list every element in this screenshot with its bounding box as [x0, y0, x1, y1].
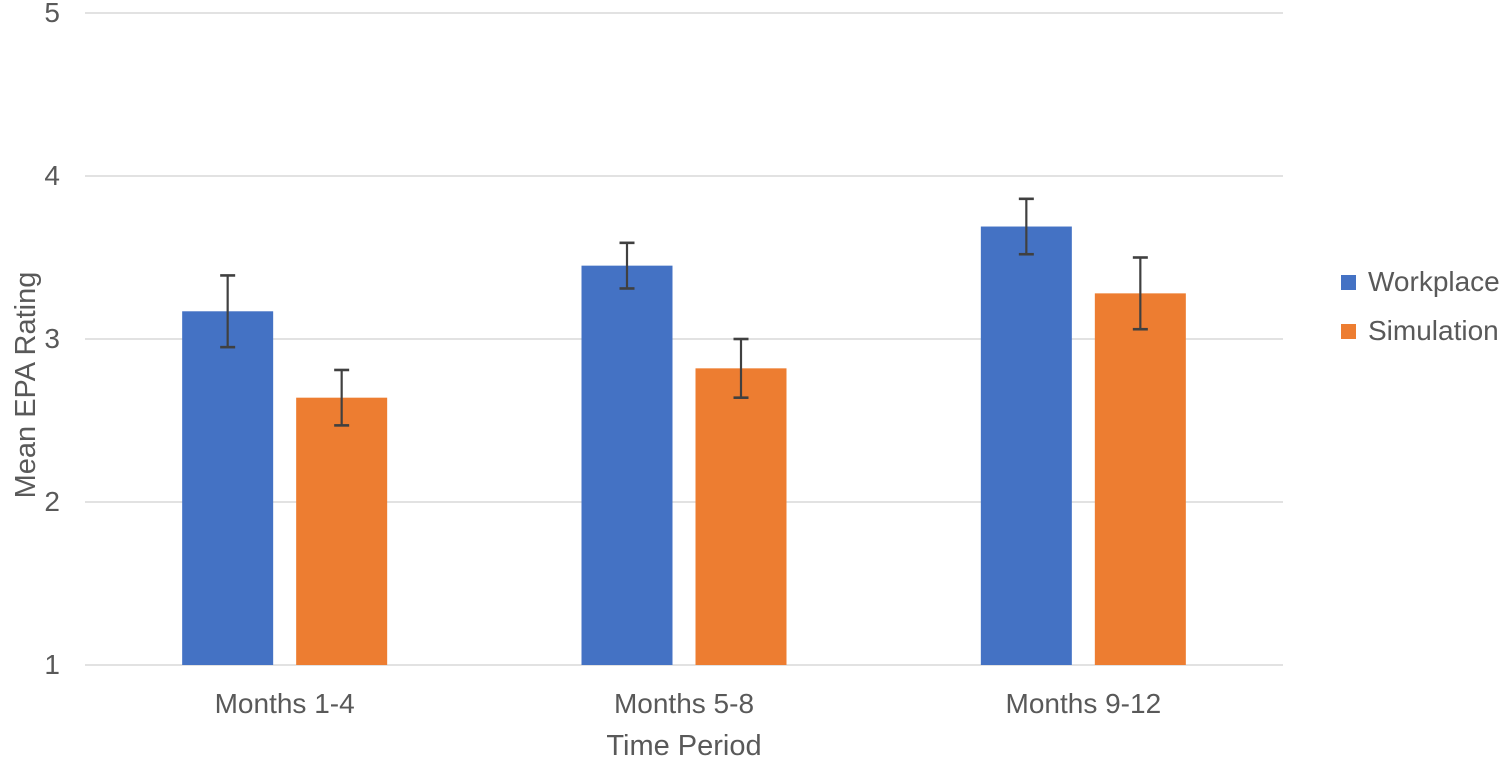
y-tick-2: 2 [44, 486, 60, 517]
legend-item-workplace: Workplace [1341, 266, 1500, 297]
bar-simulation-2 [695, 368, 787, 665]
bar-workplace-3 [980, 226, 1072, 665]
bar-simulation-1 [296, 397, 388, 665]
y-tick-3: 3 [44, 323, 60, 354]
legend-label-workplace: Workplace [1368, 266, 1500, 297]
legend-swatch-simulation [1341, 323, 1356, 339]
x-category-1: Months 1-4 [214, 688, 355, 719]
legend-swatch-workplace [1341, 274, 1356, 290]
x-category-2: Months 5-8 [613, 688, 755, 719]
bar-workplace-1 [182, 311, 274, 665]
legend-label-simulation: Simulation [1368, 315, 1499, 346]
y-axis-title: Mean EPA Rating [10, 271, 42, 499]
y-tick-5: 5 [44, 0, 60, 28]
bar-workplace-2 [581, 265, 673, 665]
x-category-3: Months 9-12 [1005, 688, 1162, 719]
x-axis-title: Time Period [606, 730, 762, 762]
legend-item-simulation: Simulation [1341, 315, 1499, 346]
y-tick-4: 4 [44, 160, 60, 191]
y-tick-1: 1 [44, 649, 60, 680]
bar-simulation-3 [1094, 293, 1186, 665]
